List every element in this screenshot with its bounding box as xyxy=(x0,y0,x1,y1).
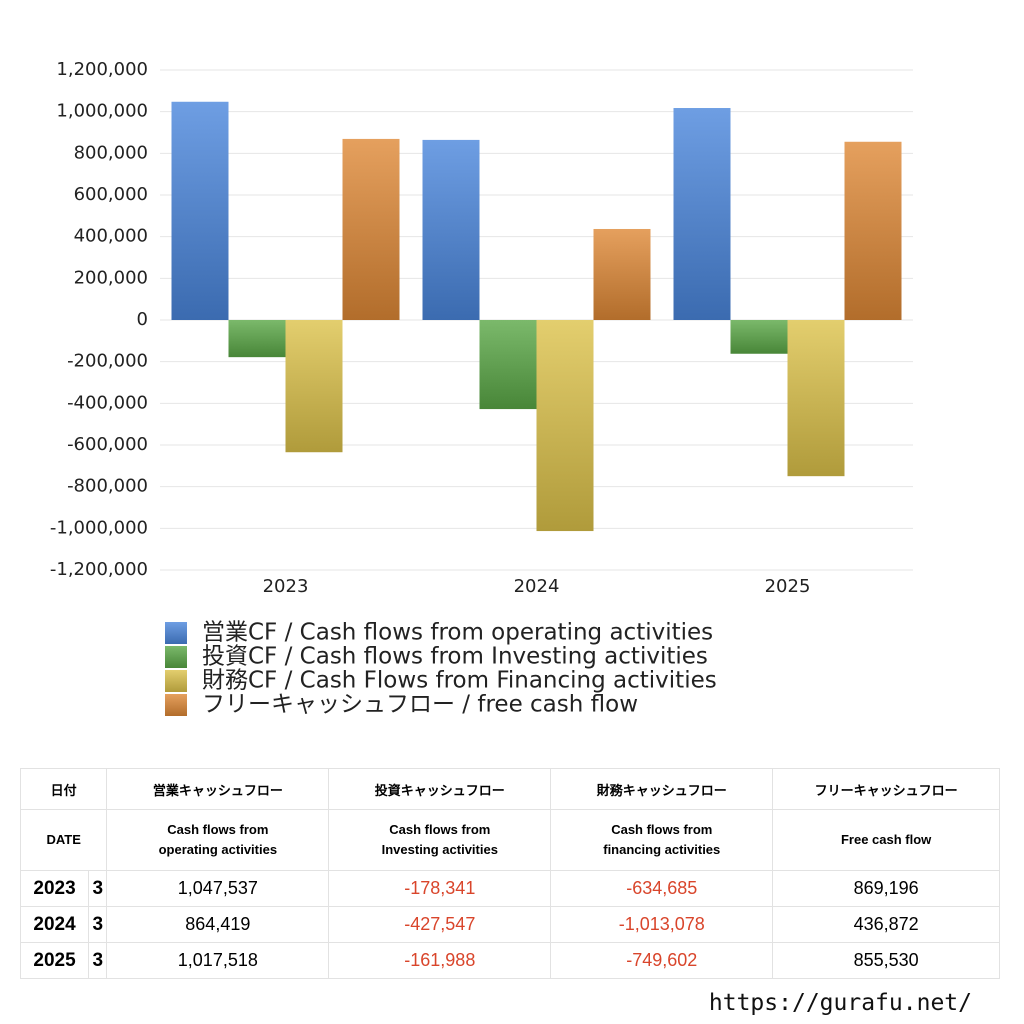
y-tick-label: 600,000 xyxy=(74,184,148,205)
bar xyxy=(787,320,845,477)
bar xyxy=(479,320,537,410)
header-cell: Cash flows from operating activities xyxy=(106,809,330,871)
table-cell: 869,196 xyxy=(772,870,1000,907)
header-cell: 営業キャッシュフロー xyxy=(106,768,330,810)
table-cell: 3 xyxy=(88,942,108,979)
header-cell: Free cash flow xyxy=(772,809,1000,871)
table-cell: 2023 xyxy=(19,870,90,907)
legend-label: 投資CF / Cash flows from Investing activit… xyxy=(202,644,708,670)
x-tick-label: 2023 xyxy=(263,576,309,597)
y-tick-label: -800,000 xyxy=(67,476,148,497)
y-tick-label: 1,000,000 xyxy=(56,101,148,122)
y-tick-label: -400,000 xyxy=(67,392,148,413)
y-tick-label: 400,000 xyxy=(74,226,148,247)
legend-label: 営業CF / Cash flows from operating activit… xyxy=(202,620,713,646)
data-table: 日付 営業キャッシュフロー 投資キャッシュフロー 財務キャッシュフロー フリーキ… xyxy=(19,768,1000,979)
bar xyxy=(593,228,651,320)
footer-url: https://gurafu.net/ xyxy=(708,990,972,1016)
y-tick-label: 0 xyxy=(137,309,148,330)
header-cell: 財務キャッシュフロー xyxy=(550,768,774,810)
table-row: 2023 3 1,047,537 -178,341 -634,685 869,196 xyxy=(19,870,1000,907)
header-cell: 日付 xyxy=(19,768,108,810)
table-row: 2025 3 1,017,518 -161,988 -749,602 855,530 xyxy=(19,942,1000,979)
legend-label: 財務CF / Cash Flows from Financing activit… xyxy=(202,668,717,694)
chart: -1,200,000 -1,000,000 -800,000 -600,000 -400… xyxy=(50,59,913,718)
y-tick-label: 200,000 xyxy=(74,267,148,288)
table-cell: -178,341 xyxy=(328,870,552,907)
table-cell: 1,047,537 xyxy=(106,870,330,907)
y-tick-label: 800,000 xyxy=(74,142,148,163)
bar xyxy=(730,320,788,354)
table-row: 2024 3 864,419 -427,547 -1,013,078 436,872 xyxy=(19,906,1000,943)
header-cell: フリーキャッシュフロー xyxy=(772,768,1000,810)
bar xyxy=(285,320,343,453)
table-cell: 2025 xyxy=(19,942,90,979)
table-cell: 1,017,518 xyxy=(106,942,330,979)
header-cell: Cash flows from Investing activities xyxy=(328,809,552,871)
table-cell: -161,988 xyxy=(328,942,552,979)
x-tick-label: 2025 xyxy=(765,576,811,597)
table-cell: -1,013,078 xyxy=(550,906,774,943)
header-text: Cash flows from Investing activities xyxy=(381,822,498,857)
table-cell: 3 xyxy=(88,870,108,907)
table-cell: 2024 xyxy=(19,906,90,943)
bar xyxy=(673,108,731,320)
table-cell: -634,685 xyxy=(550,870,774,907)
header-text: Cash flows from operating activities xyxy=(158,822,278,857)
bar xyxy=(342,138,400,320)
x-tick-label: 2024 xyxy=(514,576,560,597)
table-cell: 436,872 xyxy=(772,906,1000,943)
table-cell: -749,602 xyxy=(550,942,774,979)
bar xyxy=(228,320,286,358)
table-cell: 855,530 xyxy=(772,942,1000,979)
bar xyxy=(422,139,480,320)
table-cell: 3 xyxy=(88,906,108,943)
header-cell: 投資キャッシュフロー xyxy=(328,768,552,810)
table-cell: 864,419 xyxy=(106,906,330,943)
header-cell: DATE xyxy=(19,809,108,871)
legend-swatch xyxy=(165,694,187,716)
y-tick-label: -1,000,000 xyxy=(50,517,148,538)
table-cell: -427,547 xyxy=(328,906,552,943)
legend-label: フリーキャッシュフロー / free cash flow xyxy=(202,692,638,718)
bar xyxy=(171,101,229,320)
legend-swatch xyxy=(165,670,187,692)
bar xyxy=(844,141,902,320)
y-tick-label: 1,200,000 xyxy=(56,59,148,80)
y-tick-label: -1,200,000 xyxy=(50,559,148,580)
bar xyxy=(536,320,594,532)
legend-swatch xyxy=(165,646,187,668)
legend-swatch xyxy=(165,622,187,644)
y-tick-label: -200,000 xyxy=(67,351,148,372)
header-text: Cash flows from financing activities xyxy=(603,822,721,857)
header-cell: Cash flows from financing activities xyxy=(550,809,774,871)
y-tick-label: -600,000 xyxy=(67,434,148,455)
